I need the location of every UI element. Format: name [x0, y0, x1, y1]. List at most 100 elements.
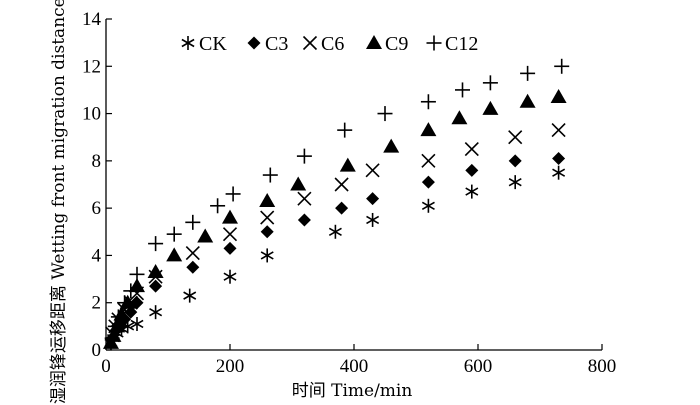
x-tick-label: 200 [216, 356, 245, 377]
data-point-c12 [482, 75, 498, 91]
series-c9 [102, 89, 567, 349]
data-point-c9 [166, 247, 183, 262]
data-point-c3 [297, 213, 311, 227]
data-point-c3 [335, 201, 349, 215]
data-point-c12 [520, 65, 536, 81]
data-point-c6 [222, 227, 238, 242]
data-point-c12 [110, 309, 126, 325]
data-point-c9 [420, 122, 437, 137]
x-tick-label: 800 [588, 356, 617, 377]
data-point-c3 [223, 241, 237, 255]
x-tick-label: 0 [101, 356, 111, 377]
data-point-ck [183, 288, 197, 303]
data-point-c12 [185, 214, 201, 230]
x-tick-label: 400 [340, 356, 369, 377]
data-point-c9 [197, 228, 214, 243]
data-point-c12 [377, 106, 393, 122]
y-tick-label: 10 [82, 104, 101, 125]
data-point-c12 [420, 94, 436, 110]
data-point-c6 [297, 191, 312, 206]
legend-label: C3 [265, 33, 288, 55]
data-point-c3 [508, 154, 522, 168]
data-point-c9 [519, 93, 536, 108]
data-point-c12 [148, 236, 164, 252]
data-point-c12 [104, 330, 120, 346]
y-tick-label: 2 [92, 293, 102, 314]
data-point-c9 [451, 110, 468, 125]
data-point-c9 [119, 294, 136, 309]
legend-marker-c9 [366, 35, 382, 49]
legend-label: C9 [385, 33, 408, 55]
data-point-c9 [290, 176, 307, 191]
x-ticks: 0 200 400 600 800 [101, 344, 616, 377]
x-axis-title: 时间 Time/min [292, 381, 413, 401]
y-tick-label: 4 [92, 245, 102, 266]
data-point-ck [421, 198, 435, 213]
data-point-c9 [147, 263, 164, 278]
y-tick-label: 8 [92, 151, 102, 172]
data-point-c9 [259, 193, 276, 208]
data-point-c6 [464, 141, 479, 157]
data-point-c3 [465, 163, 479, 177]
data-point-c6 [551, 123, 566, 138]
data-point-c12 [296, 148, 312, 164]
data-point-c12 [210, 198, 226, 214]
data-point-ck [552, 165, 566, 180]
data-point-c12 [554, 58, 570, 74]
data-point-c6 [421, 153, 436, 168]
data-point-c3 [260, 225, 274, 239]
data-point-c6 [260, 210, 275, 225]
legend-item-c9: C9 [366, 33, 408, 55]
data-point-c9 [339, 157, 356, 172]
data-point-c12 [455, 82, 470, 98]
data-point-c12 [262, 167, 278, 183]
legend-item-ck: CK [181, 33, 227, 55]
data-point-c9 [383, 138, 400, 153]
y-tick-label: 6 [92, 198, 102, 219]
legend-item-c12: C12 [426, 33, 478, 55]
data-point-c12 [166, 226, 182, 242]
legend-item-c3: C3 [247, 33, 288, 55]
data-point-c12 [129, 266, 145, 282]
data-point-c12 [107, 318, 123, 334]
data-point-c6 [365, 163, 380, 178]
data-point-c3 [124, 305, 138, 319]
data-point-c12 [225, 186, 241, 202]
data-point-ck [260, 248, 274, 263]
data-point-c12 [123, 283, 139, 299]
x-tick-label: 600 [464, 356, 493, 377]
data-point-c6 [334, 177, 349, 192]
data-point-c3 [186, 260, 200, 274]
data-point-c3 [421, 175, 435, 189]
data-point-ck [465, 184, 479, 199]
legend-label: CK [199, 33, 227, 55]
legend-marker-c3 [247, 36, 261, 50]
data-point-ck [223, 269, 237, 284]
data-point-c3 [149, 279, 163, 293]
data-point-c6 [508, 130, 523, 145]
data-point-c9 [550, 89, 567, 104]
data-point-c9 [109, 318, 126, 333]
data-point-c3 [366, 192, 380, 206]
data-point-c12 [337, 122, 353, 138]
y-tick-label: 14 [82, 9, 102, 30]
legend-label: C6 [321, 33, 344, 55]
y-tick-label: 12 [82, 56, 101, 77]
data-point-c9 [222, 209, 238, 224]
data-point-c9 [102, 334, 119, 349]
data-point-ck [328, 224, 342, 239]
legend: CK C3 C6 C9 C12 [181, 33, 478, 55]
data-point-c9 [482, 100, 499, 115]
data-point-ck [366, 212, 380, 227]
legend-label: C12 [445, 33, 478, 55]
y-axis-title: 湿润锋运移距离 Wetting front migration distance… [49, 0, 69, 404]
y-tick-label: 0 [92, 340, 102, 361]
data-point-c6 [185, 245, 200, 261]
axes: 0 200 400 600 800 0 2 4 6 8 10 12 14 [82, 9, 616, 377]
legend-item-c6: C6 [302, 33, 344, 55]
y-ticks: 0 2 4 6 8 10 12 14 [82, 9, 112, 361]
series-layer [102, 58, 570, 350]
legend-marker-c6 [302, 35, 318, 51]
data-point-c9 [129, 278, 145, 293]
